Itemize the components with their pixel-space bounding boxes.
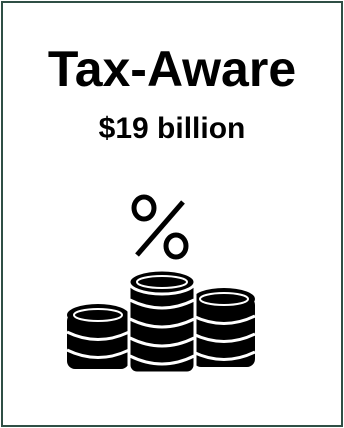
coin-stack-right-icon <box>192 288 256 367</box>
card-title: Tax-Aware <box>47 41 297 97</box>
coin-stack-left-icon <box>66 304 130 369</box>
percent-icon <box>131 194 189 260</box>
coin-stack-middle-icon <box>127 268 197 375</box>
card-amount: $19 billion <box>98 112 246 145</box>
percent-coins-icon <box>66 194 256 375</box>
